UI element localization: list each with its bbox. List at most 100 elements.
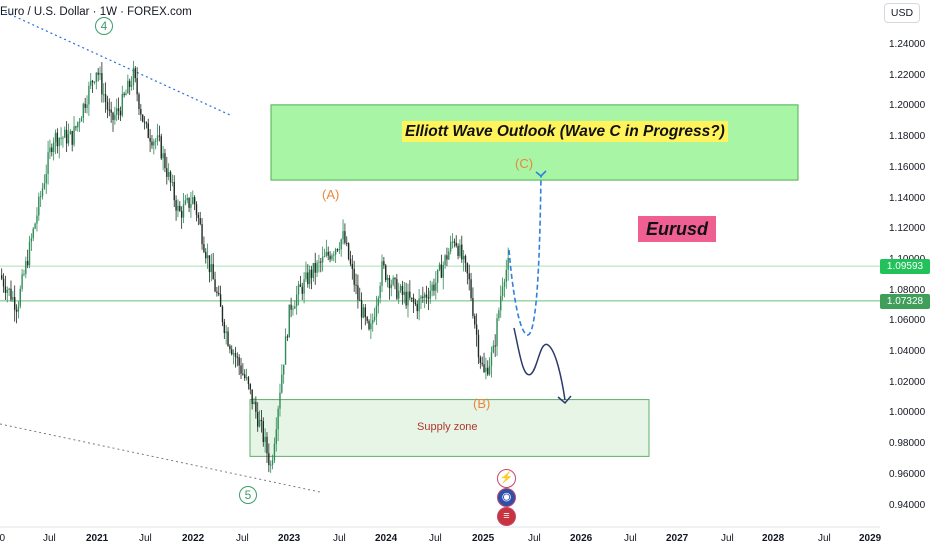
candle-body (45, 173, 47, 184)
wave-a-label[interactable]: (A) (322, 187, 340, 202)
candle-body (314, 262, 316, 273)
candle-body (2, 278, 5, 287)
candle-body (360, 300, 363, 318)
candle-body (364, 307, 367, 318)
candle-body (462, 255, 465, 260)
globe-flag-icon[interactable]: ◉ (497, 488, 516, 507)
candle-body (132, 68, 135, 86)
candle-body (401, 285, 404, 295)
candle-body (108, 109, 110, 111)
candle-body (383, 261, 385, 266)
x-tick-label: Jul (139, 533, 152, 544)
candle-body (297, 284, 300, 295)
candle-body (13, 297, 16, 310)
bullish-arrowhead (535, 170, 547, 178)
candle-body (414, 302, 417, 305)
candle-body (1, 275, 3, 279)
candle-body (333, 254, 335, 256)
candle-body (192, 197, 194, 204)
candle-body (71, 131, 73, 145)
candle-body (398, 290, 400, 299)
candle-body (416, 304, 418, 312)
x-tick-label: 2025 (472, 533, 495, 544)
candle-body (149, 137, 151, 142)
candle-body (153, 141, 155, 146)
candle-body (490, 352, 493, 366)
candle-body (130, 85, 133, 87)
candle-body (310, 269, 313, 278)
candle-body (422, 296, 424, 298)
candle-body (54, 132, 57, 143)
wave-4-label[interactable]: 4 (95, 17, 113, 35)
candle-body (277, 408, 279, 430)
candle-body (349, 258, 352, 264)
x-tick-label: 2029 (859, 533, 882, 544)
pair-label[interactable]: Eurusd (638, 216, 717, 242)
candle-body (466, 263, 469, 274)
candle-body (275, 429, 277, 444)
candle-body (247, 377, 250, 385)
candle-body (25, 261, 27, 274)
lightning-icon[interactable]: ⚡ (497, 469, 516, 488)
candle-body (58, 138, 60, 147)
candle-body (188, 197, 190, 208)
candle-body (30, 238, 33, 242)
candle-body (407, 291, 409, 306)
candle-body (52, 142, 55, 153)
candle-body (284, 336, 287, 365)
y-tick-label: 1.14000 (889, 192, 926, 204)
candle-body (359, 299, 361, 301)
us-flag-icon[interactable]: ≡ (497, 507, 516, 526)
candle-body (23, 273, 25, 275)
candle-body (208, 255, 211, 273)
candle-body (77, 122, 79, 128)
candle-body (385, 265, 387, 281)
candle-body (223, 322, 226, 333)
candle-body (268, 453, 270, 466)
wave-c-label[interactable]: (C) (515, 156, 534, 171)
candle-body (65, 129, 68, 144)
candle-body (160, 136, 162, 159)
candle-body (190, 203, 192, 208)
candle-body (362, 307, 365, 318)
x-tick-label: 2026 (570, 533, 593, 544)
y-tick-label: 1.08000 (889, 284, 926, 296)
candle-body (399, 285, 402, 291)
candle-body (34, 223, 36, 229)
candle-body (470, 279, 472, 299)
candle-body (500, 296, 502, 311)
candle-body (206, 255, 209, 259)
candle-body (464, 255, 467, 264)
candle-body (69, 131, 72, 135)
candle-body (234, 353, 237, 357)
candle-body (43, 183, 46, 189)
candle-body (320, 261, 322, 263)
candle-body (236, 356, 239, 358)
candle-body (429, 290, 431, 299)
candle-body (436, 269, 439, 283)
candle-body (448, 251, 450, 260)
candle-body (418, 298, 420, 312)
candle-body (433, 284, 435, 291)
y-tick-label: 1.22000 (889, 69, 926, 81)
candle-body (62, 137, 64, 139)
candle-body (294, 306, 296, 309)
wave-b-label[interactable]: (B) (473, 396, 491, 411)
candle-body (492, 345, 495, 353)
outlook-banner[interactable]: Elliott Wave Outlook (Wave C in Progress… (402, 121, 728, 142)
chart-zones (249, 104, 799, 457)
currency-button[interactable]: USD (884, 3, 920, 23)
candle-body (501, 286, 504, 297)
candle-body (123, 93, 125, 96)
candle-body (451, 241, 454, 243)
candle-body (266, 436, 268, 454)
candle-body (479, 357, 482, 363)
candle-body (6, 289, 8, 293)
candle-body (449, 241, 452, 252)
candle-body (334, 249, 337, 255)
candle-body (321, 256, 324, 263)
candle-body (305, 272, 307, 280)
wave-5-label[interactable]: 5 (239, 486, 257, 504)
y-tick-label: 1.18000 (889, 131, 926, 143)
